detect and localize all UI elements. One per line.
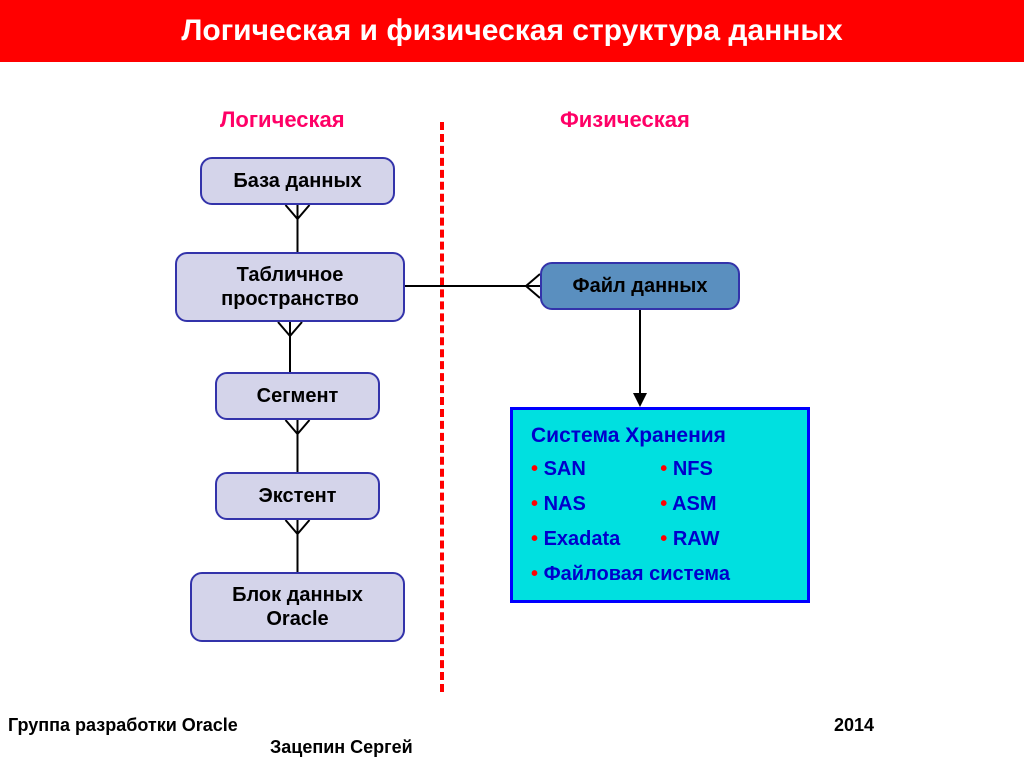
heading-logical: Логическая (220, 107, 345, 133)
footer-year: 2014 (834, 715, 874, 736)
storage-item: RAW (660, 528, 719, 551)
footer: Группа разработки Oracle 2014 Зацепин Се… (0, 707, 1024, 767)
node-block: Блок данных Oracle (190, 572, 405, 642)
node-segment: Сегмент (215, 372, 380, 420)
footer-author: Зацепин Сергей (270, 737, 413, 758)
column-divider (440, 122, 444, 692)
node-label: Экстент (259, 484, 337, 508)
node-label: База данных (233, 169, 361, 193)
node-tablespace: Табличное пространство (175, 252, 405, 322)
storage-item: NAS (531, 493, 620, 516)
node-datafile: Файл данных (540, 262, 740, 310)
node-database: База данных (200, 157, 395, 205)
diagram-area: Логическая Физическая База данных Таблич… (0, 62, 1024, 702)
storage-col-1: SAN NAS Exadata (531, 458, 620, 551)
heading-physical: Физическая (560, 107, 690, 133)
storage-item: NFS (660, 458, 719, 481)
slide-title: Логическая и физическая структура данных (0, 0, 1024, 62)
storage-item: SAN (531, 458, 620, 481)
node-label: Файл данных (573, 274, 708, 298)
storage-item-bottom: Файловая система (531, 563, 789, 586)
edges-layer (0, 62, 1024, 702)
node-label: Сегмент (257, 384, 339, 408)
storage-title: Система Хранения (531, 424, 789, 448)
storage-item: ASM (660, 493, 719, 516)
footer-group: Группа разработки Oracle (8, 715, 238, 736)
node-label: Блок данных Oracle (232, 583, 363, 631)
storage-col-2: NFS ASM RAW (660, 458, 719, 551)
storage-item: Exadata (531, 528, 620, 551)
node-label: Табличное пространство (221, 263, 359, 311)
node-extent: Экстент (215, 472, 380, 520)
storage-system-box: Система Хранения SAN NAS Exadata NFS ASM… (510, 407, 810, 603)
